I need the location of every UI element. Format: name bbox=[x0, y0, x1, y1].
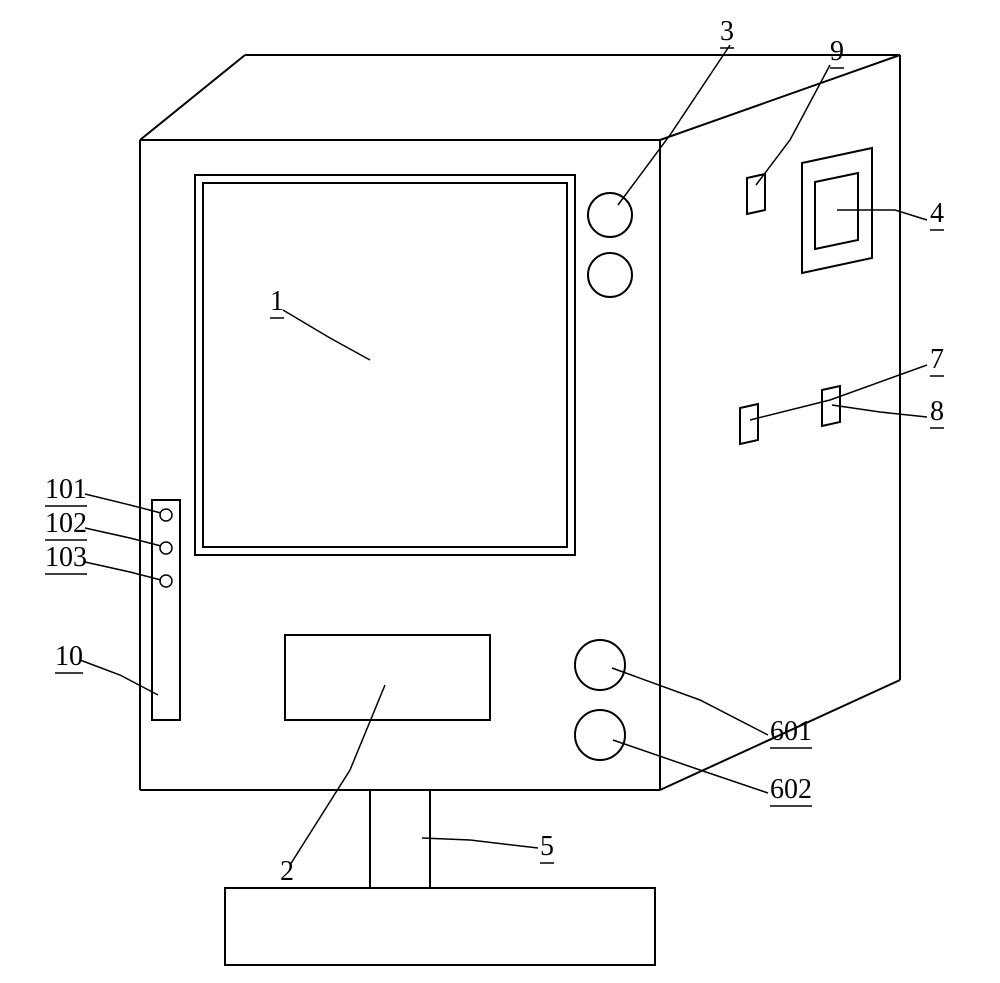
label-3: 3 bbox=[720, 16, 734, 47]
label-8: 8 bbox=[930, 396, 944, 427]
pedestal-stem bbox=[370, 790, 430, 888]
label-4: 4 bbox=[930, 198, 944, 229]
leader-103 bbox=[85, 562, 161, 580]
side-port-9 bbox=[747, 174, 765, 214]
label-1: 1 bbox=[270, 286, 284, 317]
label-5: 5 bbox=[540, 831, 554, 862]
label-602: 602 bbox=[770, 774, 812, 805]
label-101: 101 bbox=[45, 474, 87, 505]
leader-601 bbox=[612, 668, 768, 735]
top-left-oblique bbox=[140, 55, 245, 140]
pedestal-base bbox=[225, 888, 655, 965]
led-101 bbox=[160, 509, 172, 521]
label-10: 10 bbox=[55, 641, 83, 672]
label-601: 601 bbox=[770, 716, 812, 747]
leader-102 bbox=[85, 528, 161, 546]
screen-bezel bbox=[195, 175, 575, 555]
leader-5 bbox=[422, 838, 538, 848]
knob-3 bbox=[588, 193, 632, 237]
label-103: 103 bbox=[45, 542, 87, 573]
label-2: 2 bbox=[280, 856, 294, 887]
knob-601 bbox=[575, 640, 625, 690]
leader-1 bbox=[283, 310, 370, 360]
label-102: 102 bbox=[45, 508, 87, 539]
screen-inner bbox=[203, 183, 567, 547]
leader-4 bbox=[837, 210, 927, 220]
label-7: 7 bbox=[930, 344, 944, 375]
leader-3 bbox=[618, 45, 730, 205]
dynamic-layer: 1 2 3 4 5 7 8 9 10 101102103 601 602 bbox=[45, 16, 944, 888]
left-indicator-strip bbox=[152, 500, 180, 720]
top-right-oblique bbox=[660, 55, 900, 140]
led-103 bbox=[160, 575, 172, 587]
leader-8 bbox=[832, 405, 927, 417]
bottom-panel bbox=[285, 635, 490, 720]
leader-101 bbox=[85, 494, 161, 513]
led-102 bbox=[160, 542, 172, 554]
side-port-7 bbox=[740, 404, 758, 444]
knob-below-3 bbox=[588, 253, 632, 297]
knob-602 bbox=[575, 710, 625, 760]
label-9: 9 bbox=[830, 36, 844, 67]
leader-10 bbox=[80, 660, 158, 695]
leader-602 bbox=[613, 740, 768, 793]
ln bbox=[815, 173, 858, 249]
diagram-canvas: 1 2 3 4 5 7 8 9 10 101102103 601 602 bbox=[0, 0, 1000, 983]
